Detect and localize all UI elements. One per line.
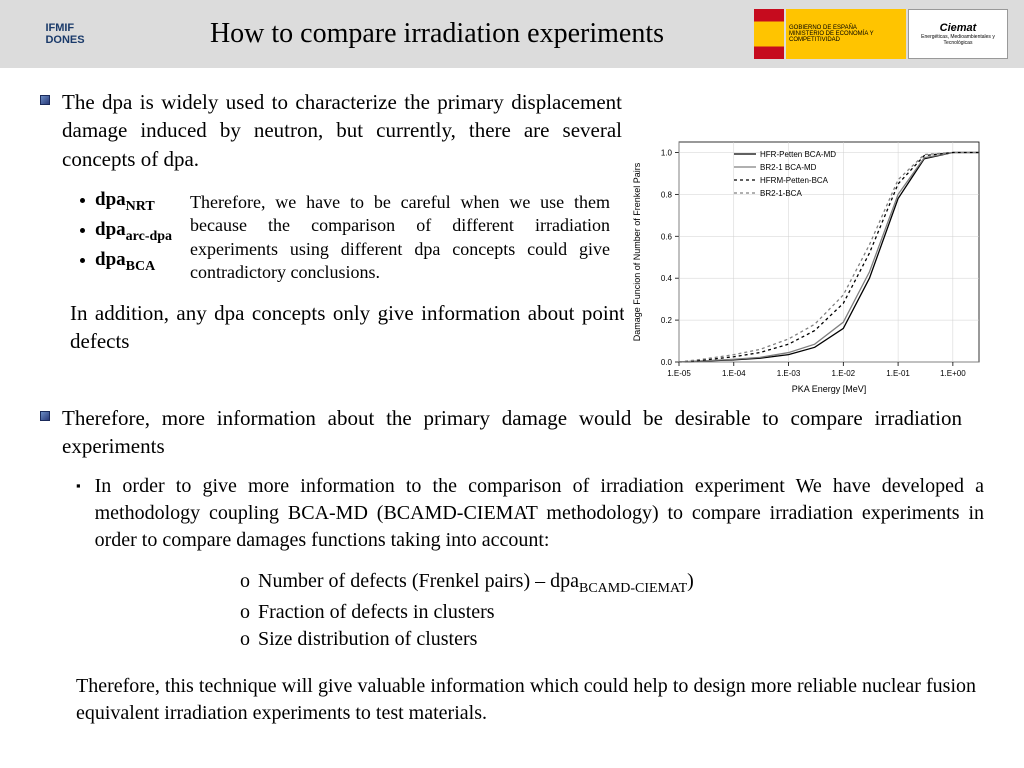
- dpa-item-arc: dpaarc-dpa: [80, 219, 190, 245]
- slide-title: How to compare irradiation experiments: [120, 18, 754, 50]
- svg-text:1.E-03: 1.E-03: [777, 369, 801, 378]
- right-logos: GOBIERNO DE ESPAÑA MINISTERIO DE ECONOMÍ…: [754, 9, 1014, 59]
- svg-text:HFR-Petten BCA-MD: HFR-Petten BCA-MD: [760, 150, 836, 159]
- sub-list: oNumber of defects (Frenkel pairs) – dpa…: [240, 570, 984, 651]
- ifmif-dones-logo: IFMIF DONES: [10, 6, 120, 62]
- dpa-list: dpaNRT dpaarc-dpa dpaBCA: [40, 185, 190, 285]
- spain-gov-logo: GOBIERNO DE ESPAÑA MINISTERIO DE ECONOMÍ…: [786, 9, 906, 59]
- svg-text:1.E-04: 1.E-04: [722, 369, 746, 378]
- sub-bullet-marker: ▪: [76, 478, 81, 494]
- svg-text:0.6: 0.6: [661, 232, 673, 241]
- therefore-text: Therefore, we have to be careful when we…: [190, 185, 610, 285]
- svg-text:PKA Energy [MeV]: PKA Energy [MeV]: [792, 384, 867, 394]
- slide-header: IFMIF DONES How to compare irradiation e…: [0, 0, 1024, 68]
- bullet-1-text: The dpa is widely used to characterize t…: [62, 88, 622, 173]
- spain-flag-icon: [754, 9, 784, 59]
- svg-text:0.8: 0.8: [661, 190, 673, 199]
- svg-text:0.4: 0.4: [661, 274, 673, 283]
- svg-text:1.E-02: 1.E-02: [832, 369, 856, 378]
- section-2: Therefore, more information about the pr…: [40, 404, 984, 727]
- dpa-item-nrt: dpaNRT: [80, 189, 190, 215]
- svg-text:0.0: 0.0: [661, 358, 673, 367]
- bullet-2-text: Therefore, more information about the pr…: [62, 404, 962, 461]
- svg-text:0.2: 0.2: [661, 316, 673, 325]
- sub-bullet: ▪ In order to give more information to t…: [76, 473, 984, 554]
- svg-text:BR2-1 BCA-MD: BR2-1 BCA-MD: [760, 163, 817, 172]
- sub-list-item-2: oFraction of defects in clusters: [240, 601, 984, 624]
- svg-text:BR2-1-BCA: BR2-1-BCA: [760, 189, 802, 198]
- bullet-square-icon: [40, 411, 50, 421]
- bullet-square-icon: [40, 95, 50, 105]
- damage-function-chart: 0.0 0.2 0.4 0.6 0.8 1.0 1.E-05 1.E-04 1.E-03 1.E-…: [624, 132, 994, 402]
- svg-text:Damage Funcion of Number of Fr: Damage Funcion of Number of Frenkel Pair…: [632, 162, 642, 341]
- logo-text-1: IFMIF: [45, 22, 74, 34]
- sub-bullet-text: In order to give more information to the…: [95, 473, 984, 554]
- sub-list-item-3: oSize distribution of clusters: [240, 628, 984, 651]
- svg-text:1.E-01: 1.E-01: [886, 369, 910, 378]
- ciemat-logo: Ciemat Energéticas, Medioambientales y T…: [908, 9, 1008, 59]
- conclusion-text: Therefore, this technique will give valu…: [76, 673, 976, 727]
- svg-text:1.E-05: 1.E-05: [667, 369, 691, 378]
- section-1: The dpa is widely used to characterize t…: [40, 88, 984, 388]
- svg-text:1.E+00: 1.E+00: [940, 369, 966, 378]
- slide-content: The dpa is widely used to characterize t…: [0, 68, 1024, 747]
- svg-text:1.0: 1.0: [661, 148, 673, 157]
- svg-text:HFRM-Petten-BCA: HFRM-Petten-BCA: [760, 176, 829, 185]
- dpa-item-bca: dpaBCA: [80, 249, 190, 275]
- sub-list-item-1: oNumber of defects (Frenkel pairs) – dpa…: [240, 570, 984, 597]
- logo-text-2: DONES: [45, 34, 84, 46]
- addition-text: In addition, any dpa concepts only give …: [70, 299, 625, 356]
- bullet-2: Therefore, more information about the pr…: [40, 404, 984, 461]
